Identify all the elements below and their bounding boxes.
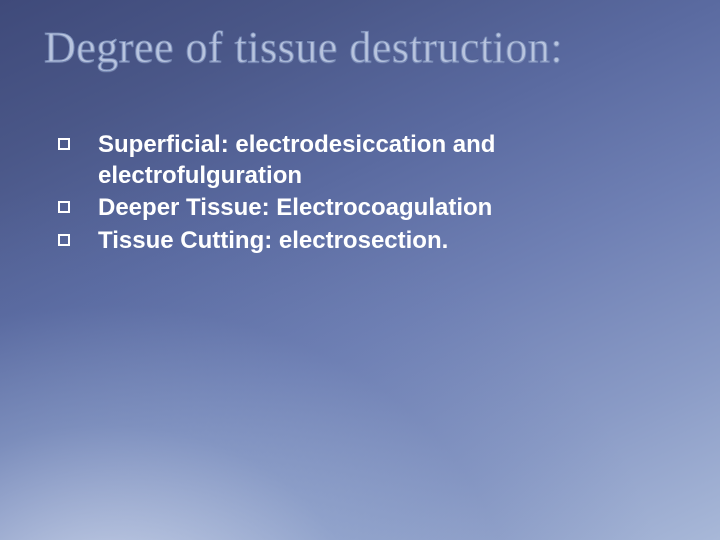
- list-item: Superficial: electrodesiccation and elec…: [58, 130, 660, 191]
- slide: Degree of tissue destruction: Superficia…: [0, 0, 720, 540]
- slide-body: Superficial: electrodesiccation and elec…: [58, 130, 660, 259]
- square-bullet-icon: [58, 234, 70, 246]
- list-item: Deeper Tissue: Electrocoagulation: [58, 193, 660, 224]
- bullet-text: Deeper Tissue: Electrocoagulation: [98, 193, 660, 224]
- bullet-text: Tissue Cutting: electrosection.: [98, 226, 660, 257]
- list-item: Tissue Cutting: electrosection.: [58, 226, 660, 257]
- square-bullet-icon: [58, 201, 70, 213]
- bullet-text: Superficial: electrodesiccation and elec…: [98, 130, 660, 191]
- slide-title: Degree of tissue destruction:: [44, 22, 676, 73]
- square-bullet-icon: [58, 138, 70, 150]
